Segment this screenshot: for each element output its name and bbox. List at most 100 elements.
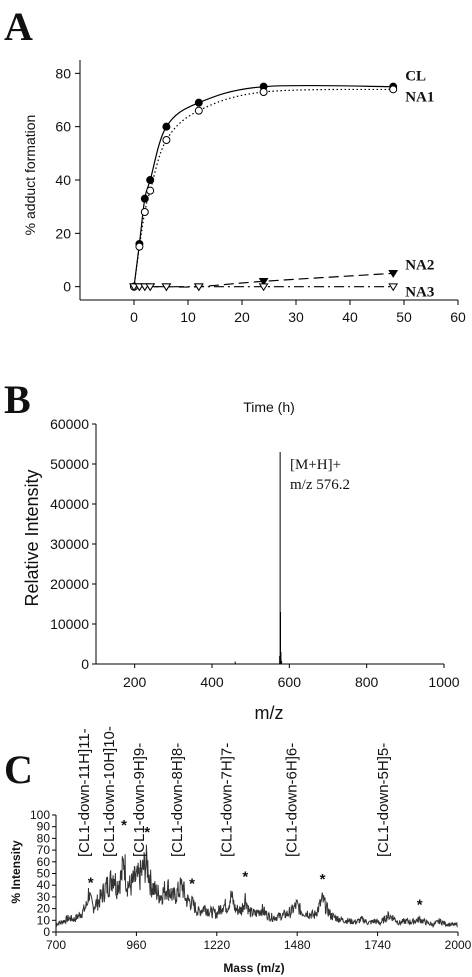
- panel-c-x-tick-label: 1740: [364, 938, 391, 952]
- panel-c-y-tick-label: 20: [37, 902, 51, 916]
- panel-c-y-tick-label: 50: [37, 867, 51, 881]
- panel-c-y-tick-label: 80: [37, 831, 51, 845]
- panel-c-star-marker: *: [417, 897, 423, 914]
- panel-a-point-cl: [146, 176, 155, 184]
- panel-b-x-axis-title: m/z: [255, 703, 284, 723]
- panel-b-y-axis-title: Relative Intensity: [22, 469, 42, 606]
- panel-a-series-line-cl: [133, 84, 394, 287]
- panel-c-y-tick-label: 60: [37, 855, 51, 869]
- panel-a-point-na1: [194, 106, 203, 115]
- panel-c-star-marker: *: [242, 869, 248, 886]
- panel-a-series-label-na3: NA3: [405, 285, 434, 301]
- panel-c-y-tick-label: 0: [43, 925, 50, 939]
- panel-a-x-tick-label: 40: [342, 309, 358, 325]
- panel-a-point-na1: [140, 208, 149, 216]
- panel-a-point-cl: [194, 98, 203, 107]
- panel-a-y-tick-label: 0: [63, 279, 71, 295]
- panel-a-point-na3: [193, 283, 204, 292]
- panel-a-y-tick-label: 20: [55, 225, 71, 241]
- panel-c-y-tick-label: 30: [37, 890, 51, 904]
- panel-a-point-na1: [162, 136, 171, 144]
- panel-b-x-tick-label: 800: [355, 674, 379, 690]
- panel-a-x-tick-label: 20: [234, 309, 250, 325]
- panel-b-y-tick-label: 10000: [50, 616, 89, 632]
- panel-b-chart: 0 10000 20000 30000 40000 50000 60000 200 400 600…: [22, 416, 460, 723]
- panel-b-y-tick-label: 30000: [50, 536, 89, 552]
- panel-a-point-cl: [162, 122, 171, 131]
- panel-c-x-tick-label: 2000: [445, 938, 472, 952]
- panel-b-y-tick-label: 60000: [50, 416, 89, 432]
- panel-c-ion-label: [CL1-down-7H]7-: [218, 743, 235, 857]
- panel-a-x-tick-label: 0: [130, 309, 138, 325]
- panel-c-y-tick-label: 40: [37, 878, 51, 892]
- panel-a-series-group: CL NA1 NA2 NA3: [129, 69, 434, 301]
- panel-b-y-tick-label: 20000: [50, 576, 89, 592]
- panel-b-x-tick-label: 600: [278, 674, 302, 690]
- panel-a-series-label-na1: NA1: [405, 89, 434, 105]
- panel-c-x-tick-label: 960: [126, 938, 146, 952]
- panel-label-b: B: [4, 377, 31, 422]
- panel-c-spectrum-line: [55, 844, 458, 929]
- panel-a-x-tick-label: 50: [396, 309, 412, 325]
- panel-a-point-na2: [258, 278, 269, 286]
- panel-a-y-tick-label: 80: [55, 65, 71, 81]
- panel-c-star-marker: *: [320, 871, 326, 888]
- panel-b-x-tick-label: 1000: [428, 674, 459, 690]
- panel-c-stars-group: * * * * * * *: [88, 817, 423, 914]
- panel-a-point-na3: [161, 283, 172, 292]
- panel-a-x-axis-title: Time (h): [243, 399, 295, 415]
- panel-a-axes: 0 20 40 60 80 0 10 20 30 40 50 60: [55, 60, 466, 325]
- panel-a-y-tick-label: 40: [55, 172, 71, 188]
- panel-a-point-na3: [145, 283, 156, 292]
- panel-c-star-marker: *: [121, 817, 127, 834]
- panel-c-x-tick-label: 1220: [203, 938, 230, 952]
- panel-c-ion-label: [CL1-down-9H]9-: [131, 743, 148, 857]
- panel-c-ion-label: [CL1-down-10H]10-: [101, 726, 118, 857]
- panel-c-star-marker: *: [88, 874, 94, 891]
- panel-b-axes: 0 10000 20000 30000 40000 50000 60000 200 400 600…: [50, 416, 460, 690]
- panel-a-point-na3: [258, 283, 269, 292]
- panel-c-y-tick-label: 70: [37, 843, 51, 857]
- panel-a-point-na3: [388, 283, 399, 292]
- panel-c-ion-label: [CL1-down-11H]11-: [76, 728, 93, 857]
- panel-c-y-axis-title: % Intensity: [9, 840, 23, 904]
- panel-c-x-tick-label: 1480: [284, 938, 311, 952]
- panel-b-y-tick-label: 40000: [50, 496, 89, 512]
- panel-a-point-na1: [146, 186, 155, 195]
- panel-c-ion-label: [CL1-down-5H]5-: [375, 743, 392, 857]
- panel-c-y-tick-label: 10: [37, 913, 51, 927]
- panel-a-point-na1: [135, 242, 144, 251]
- panel-c-star-marker: *: [144, 824, 150, 841]
- panel-a-point-na2: [388, 270, 399, 278]
- panel-a-series-label-na2: NA2: [405, 257, 434, 273]
- panel-a-y-tick-label: 60: [55, 119, 71, 135]
- panel-a-x-tick-label: 10: [180, 309, 196, 325]
- panel-c-x-axis-title: Mass (m/z): [223, 961, 284, 975]
- panel-b-x-tick-label: 200: [123, 674, 147, 690]
- panel-a-chart: 0 20 40 60 80 0 10 20 30 40 50 60 CL NA1 NA2 NA3 Time …: [22, 60, 466, 415]
- panel-c-ion-labels-group: [CL1-down-11H]11- [CL1-down-10H]10- [CL1-d…: [76, 726, 392, 857]
- panel-a-y-axis-title: % adduct formation: [22, 115, 38, 236]
- panel-c-y-tick-label: 90: [37, 820, 51, 834]
- panel-b-annotation-mz: m/z 576.2: [290, 477, 350, 493]
- panel-label-c: C: [4, 747, 33, 792]
- panel-label-a: A: [4, 4, 33, 49]
- panel-c-ion-label: [CL1-down-6H]6-: [284, 743, 301, 857]
- panel-a-x-tick-label: 60: [450, 309, 466, 325]
- panel-b-x-tick-label: 400: [200, 674, 224, 690]
- panel-a-series-label-cl: CL: [405, 69, 426, 85]
- panel-b-y-tick-label: 0: [81, 656, 89, 672]
- panel-a-x-tick-label: 30: [288, 309, 304, 325]
- panel-c-star-marker: *: [189, 876, 195, 893]
- panel-a-point-na1: [259, 88, 268, 96]
- panel-a-series-line-na1: [133, 88, 394, 287]
- panel-c-ion-label: [CL1-down-8H]8-: [169, 743, 186, 857]
- panel-b-peaks-group: [234, 452, 283, 664]
- panel-b-annotation-ion: [M+H]+: [290, 457, 341, 473]
- panel-c-x-tick-label: 700: [46, 938, 66, 952]
- panel-c-y-tick-label: 100: [30, 808, 50, 822]
- panel-b-y-tick-label: 50000: [50, 456, 89, 472]
